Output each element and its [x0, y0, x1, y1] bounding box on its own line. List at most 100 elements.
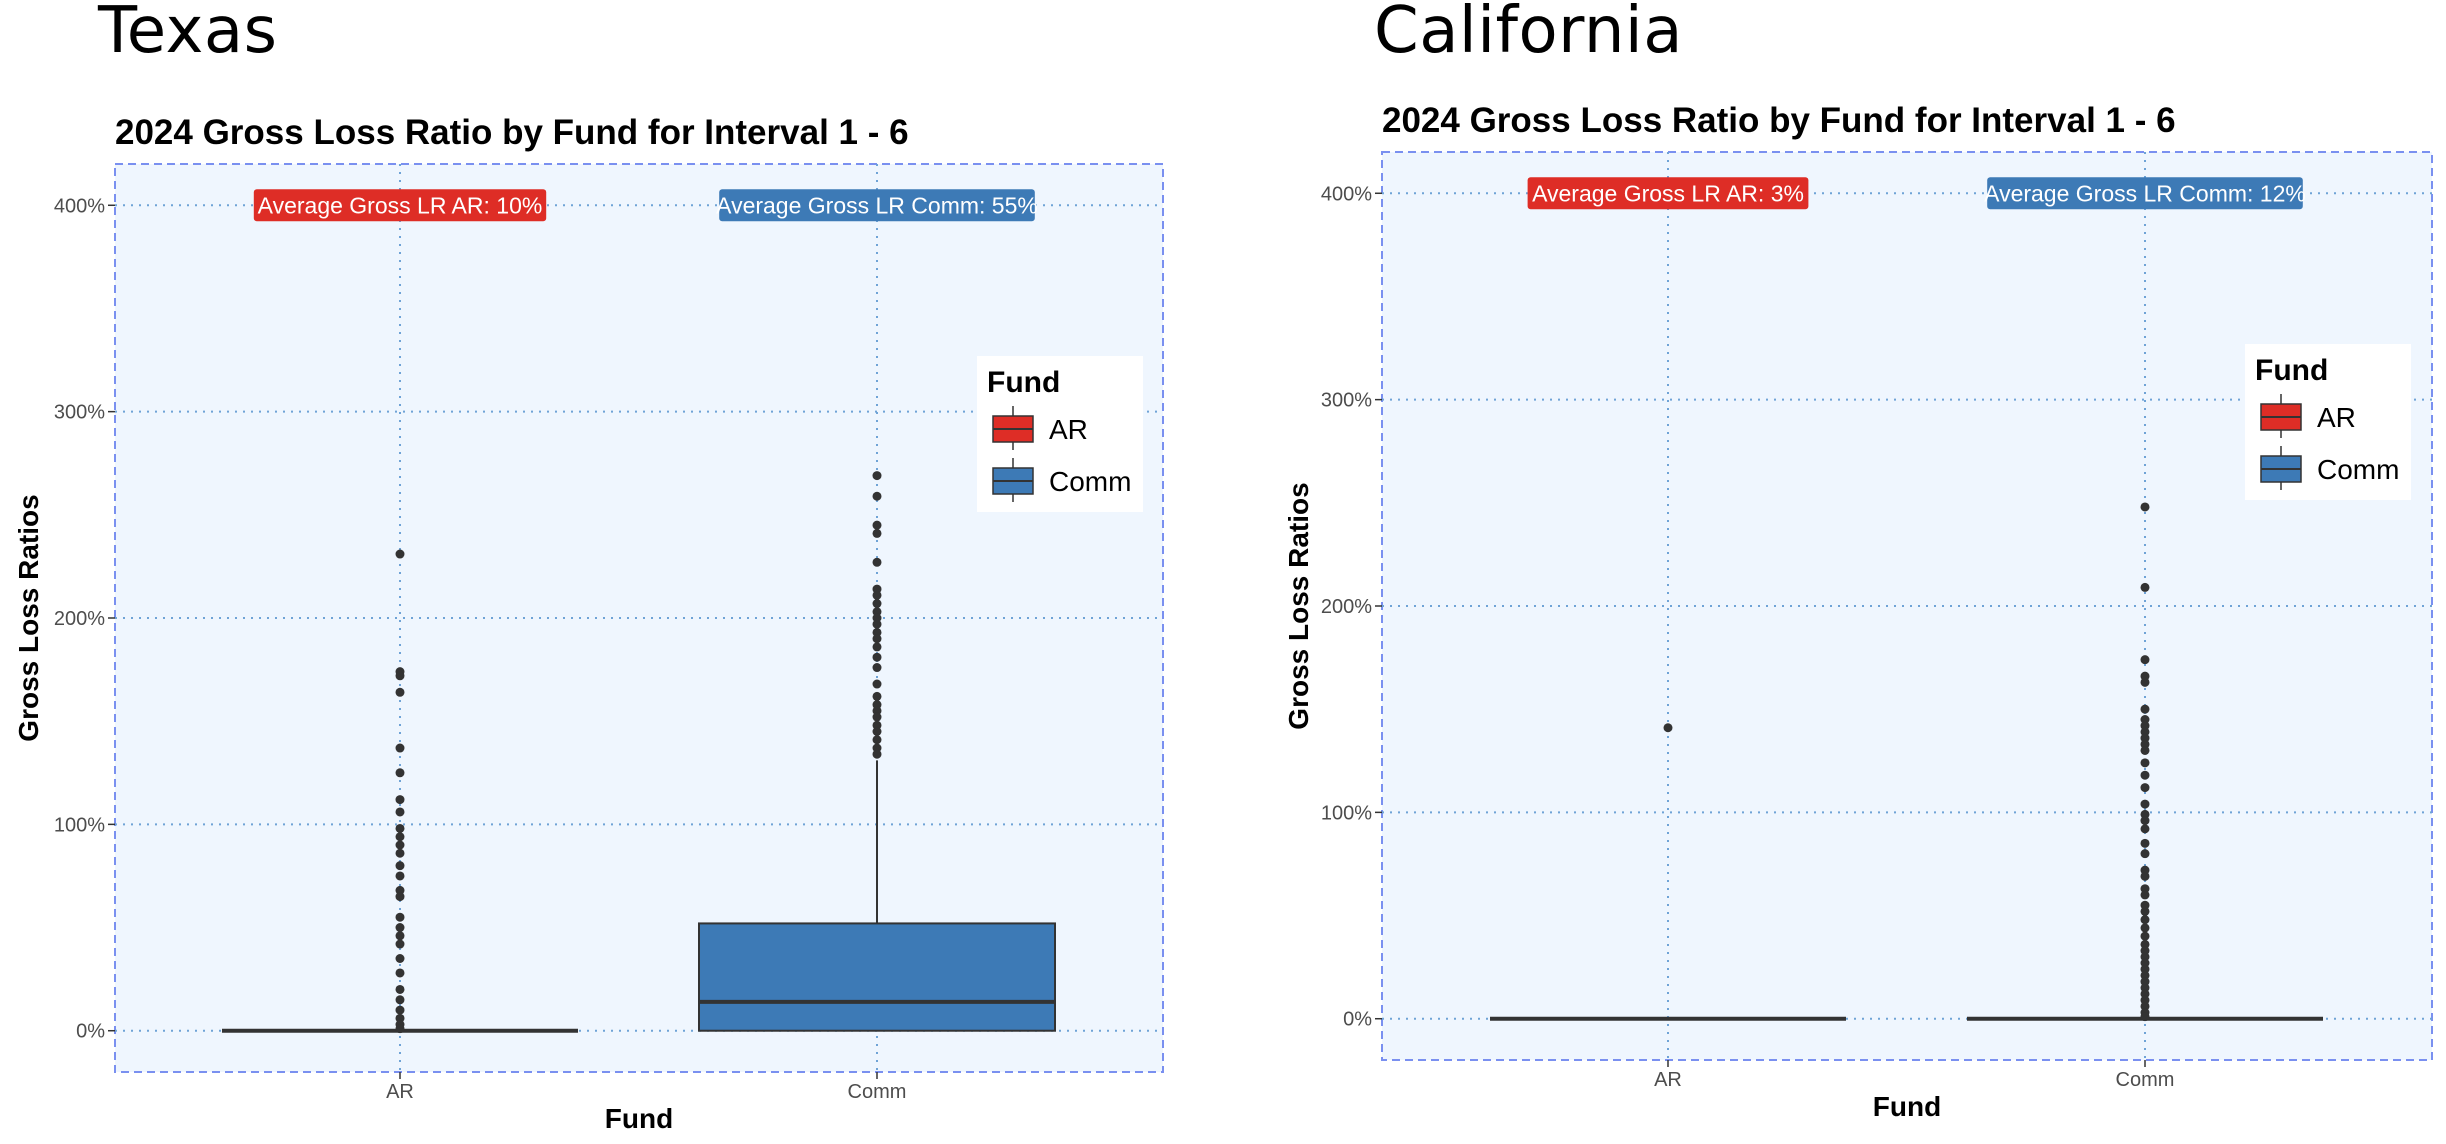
chart-california: 0% 100% 200% 300% 400% AR Comm 2024 Gross Loss …	[1283, 101, 2433, 1122]
annotation-label-comm: Average Gross LR Comm: 12%	[1984, 180, 2306, 206]
x-axis-title: Fund	[1873, 1091, 1941, 1122]
outlier-point	[872, 627, 882, 637]
outlier-point	[395, 923, 405, 933]
outlier-point	[2140, 958, 2150, 968]
outlier-point	[872, 720, 882, 730]
y-tick-label: 400%	[1321, 183, 1372, 205]
outlier-point	[872, 557, 882, 567]
plot-panel	[1381, 151, 2433, 1061]
outlier-point	[395, 795, 405, 805]
outlier-point	[2140, 816, 2150, 826]
outlier-point	[2140, 715, 2150, 724]
outlier-point	[2140, 939, 2150, 949]
y-tick-label: 0%	[76, 1021, 105, 1043]
outlier-point	[395, 549, 405, 559]
outlier-point	[872, 613, 882, 623]
outlier-point	[395, 984, 405, 994]
outlier-point	[2140, 952, 2150, 962]
legend-label-ar: AR	[1049, 414, 1088, 445]
y-tick-label: 100%	[54, 814, 105, 836]
outlier-point	[395, 1024, 405, 1034]
outlier-point	[2140, 865, 2150, 875]
outlier-point	[2140, 871, 2150, 881]
outlier-point	[2140, 758, 2150, 768]
legend-title: Fund	[2255, 354, 2328, 387]
outlier-point	[395, 912, 405, 922]
y-tick-label: 100%	[1321, 802, 1372, 824]
outlier-point	[395, 840, 405, 850]
annotation-label-ar: Average Gross LR AR: 3%	[1532, 180, 1804, 206]
outlier-point	[872, 735, 882, 745]
y-axis-title: Gross Loss Ratios	[1283, 482, 1314, 729]
outlier-point	[872, 749, 882, 759]
outlier-point	[872, 712, 882, 722]
outlier-point	[2140, 906, 2150, 916]
outlier-point	[2140, 890, 2150, 900]
state-title-california: California	[1374, 0, 1683, 68]
outlier-point	[2140, 733, 2150, 743]
x-tick-label: AR	[386, 1081, 414, 1103]
outlier-point	[2140, 655, 2150, 665]
outlier-point	[2140, 704, 2150, 714]
outlier-point	[872, 528, 882, 538]
outlier-point	[872, 663, 882, 673]
outlier-point	[2140, 739, 2150, 749]
outlier-point	[872, 679, 882, 689]
x-axis-title: Fund	[605, 1103, 673, 1134]
outlier-point	[2140, 983, 2150, 993]
outlier-point	[2140, 946, 2150, 956]
outlier-point	[2140, 884, 2150, 894]
outlier-point	[395, 743, 405, 753]
annotation-label-ar: Average Gross LR AR: 10%	[258, 192, 543, 218]
outlier-point	[872, 491, 882, 501]
legend-label-comm: Comm	[2317, 454, 2399, 485]
outlier-point	[2140, 799, 2150, 809]
outlier-point	[872, 619, 882, 629]
outlier-point	[2140, 721, 2150, 731]
outlier-point	[2140, 931, 2150, 941]
outlier-point	[395, 885, 405, 895]
outlier-point	[2140, 923, 2150, 933]
outlier-point	[2140, 770, 2150, 780]
outlier-point	[395, 832, 405, 842]
outlier-point	[872, 652, 882, 662]
outlier-point	[872, 634, 882, 644]
outlier-point	[2140, 582, 2150, 592]
outlier-point	[2140, 915, 2150, 925]
outlier-point	[2140, 809, 2150, 819]
outlier-point	[395, 848, 405, 858]
legend-title: Fund	[987, 366, 1060, 399]
outlier-point	[1663, 723, 1673, 733]
outlier-point	[395, 687, 405, 697]
outlier-point	[395, 807, 405, 817]
outlier-point	[395, 768, 405, 778]
outlier-point	[2140, 970, 2150, 980]
outlier-point	[395, 871, 405, 881]
outlier-point	[395, 861, 405, 871]
chart-title: 2024 Gross Loss Ratio by Fund for Interv…	[115, 113, 909, 152]
annotation-box-comm	[719, 189, 1035, 222]
x-tick-label: Comm	[2116, 1069, 2175, 1091]
y-tick-label: 300%	[1321, 390, 1372, 412]
outlier-point	[2140, 824, 2150, 834]
y-tick-label: 0%	[1343, 1009, 1372, 1031]
outlier-point	[2140, 745, 2150, 755]
outlier-point	[2140, 1012, 2150, 1022]
annotation-box-ar	[253, 189, 547, 222]
outlier-point	[395, 968, 405, 978]
outlier-point	[395, 995, 405, 1005]
outlier-point	[2140, 502, 2150, 512]
chart-texas: 0% 100% 200% 300% 400% AR Comm 2024 Gross Loss …	[13, 113, 1164, 1134]
outlier-point	[395, 823, 405, 833]
outlier-point	[2140, 900, 2150, 910]
outlier-point	[395, 1005, 405, 1015]
outlier-point	[2140, 977, 2150, 987]
outlier-point	[872, 743, 882, 753]
y-tick-label: 200%	[54, 608, 105, 630]
box-comm	[698, 922, 1056, 1032]
outlier-point	[872, 584, 882, 594]
outlier-point	[395, 931, 405, 941]
x-tick-label: AR	[1654, 1069, 1682, 1091]
state-title-texas: Texas	[98, 0, 278, 68]
outlier-point	[872, 520, 882, 530]
